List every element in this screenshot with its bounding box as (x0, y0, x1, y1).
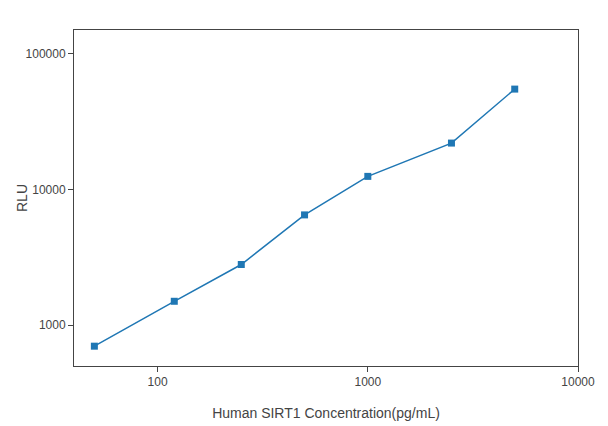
svg-text:Human SIRT1 Concentration(pg/m: Human SIRT1 Concentration(pg/mL) (212, 405, 440, 421)
svg-text:RLU: RLU (14, 184, 30, 212)
svg-text:1000: 1000 (354, 375, 381, 389)
svg-text:100000: 100000 (26, 47, 66, 61)
svg-text:1000: 1000 (39, 318, 66, 332)
svg-text:100: 100 (148, 375, 168, 389)
svg-text:10000: 10000 (32, 183, 66, 197)
svg-text:10000: 10000 (561, 375, 595, 389)
